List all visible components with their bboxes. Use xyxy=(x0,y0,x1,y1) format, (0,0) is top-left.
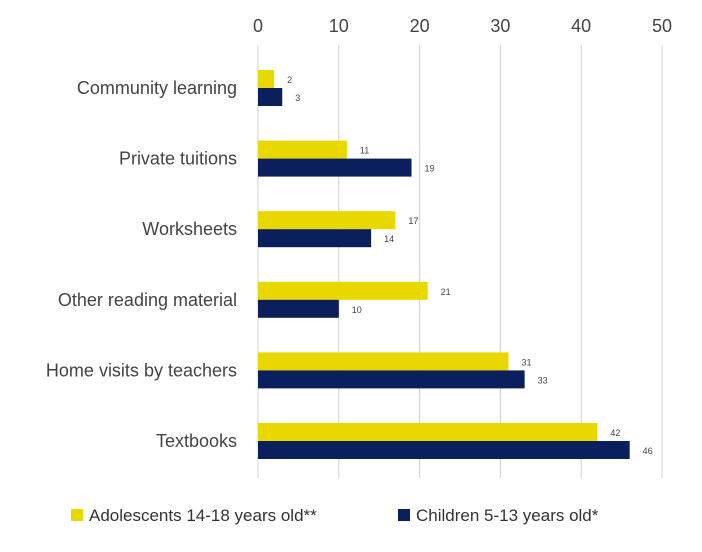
legend-label-adolescents: Adolescents 14-18 years old** xyxy=(89,506,317,525)
bar-adolescents xyxy=(258,70,275,88)
data-label: 19 xyxy=(425,164,435,174)
category-label: Private tuitions xyxy=(119,149,237,169)
legend-swatch-adolescents xyxy=(71,509,83,521)
data-label: 17 xyxy=(408,216,418,226)
category-label: Home visits by teachers xyxy=(46,360,237,380)
legend: Adolescents 14-18 years old** Children 5… xyxy=(71,506,599,525)
bar-adolescents xyxy=(258,423,598,441)
bar-adolescents xyxy=(258,140,347,159)
x-tick-label: 0 xyxy=(253,16,263,36)
data-label: 10 xyxy=(352,305,362,315)
bar-children xyxy=(258,441,630,459)
bar-children xyxy=(258,229,372,248)
legend-label-children: Children 5-13 years old* xyxy=(416,506,599,525)
bar-children xyxy=(258,158,412,177)
bar-children xyxy=(258,299,339,318)
data-label: 46 xyxy=(643,446,653,456)
category-label: Community learning xyxy=(77,78,237,98)
category-label: Worksheets xyxy=(142,219,237,239)
x-tick-label: 30 xyxy=(490,16,510,36)
category-label: Textbooks xyxy=(156,431,237,451)
bar-adolescents xyxy=(258,352,509,371)
bar-children xyxy=(258,88,283,106)
x-tick-label: 40 xyxy=(571,16,591,36)
gridlines xyxy=(257,45,663,478)
data-labels: 23 11 19 17 14 21 10 31 33 42 46 xyxy=(287,75,653,456)
data-label: 3 xyxy=(295,93,300,103)
bar-children xyxy=(258,370,525,389)
bars xyxy=(258,70,630,459)
bar-adolescents xyxy=(258,211,396,230)
x-axis-ticks: 0 10 20 30 40 50 xyxy=(253,16,672,36)
data-label: 14 xyxy=(384,234,394,244)
data-label: 33 xyxy=(538,375,548,385)
category-label: Other reading material xyxy=(58,290,237,310)
category-labels: Community learning Private tuitions Worksh… xyxy=(46,78,237,451)
data-label: 42 xyxy=(610,428,620,438)
bar-adolescents xyxy=(258,281,428,300)
data-label: 21 xyxy=(441,287,451,297)
x-tick-label: 10 xyxy=(329,16,349,36)
legend-swatch-children xyxy=(398,509,410,521)
x-tick-label: 20 xyxy=(410,16,430,36)
data-label: 31 xyxy=(521,357,531,367)
data-label: 11 xyxy=(360,146,369,156)
x-tick-label: 50 xyxy=(652,16,672,36)
data-label: 2 xyxy=(287,75,292,85)
